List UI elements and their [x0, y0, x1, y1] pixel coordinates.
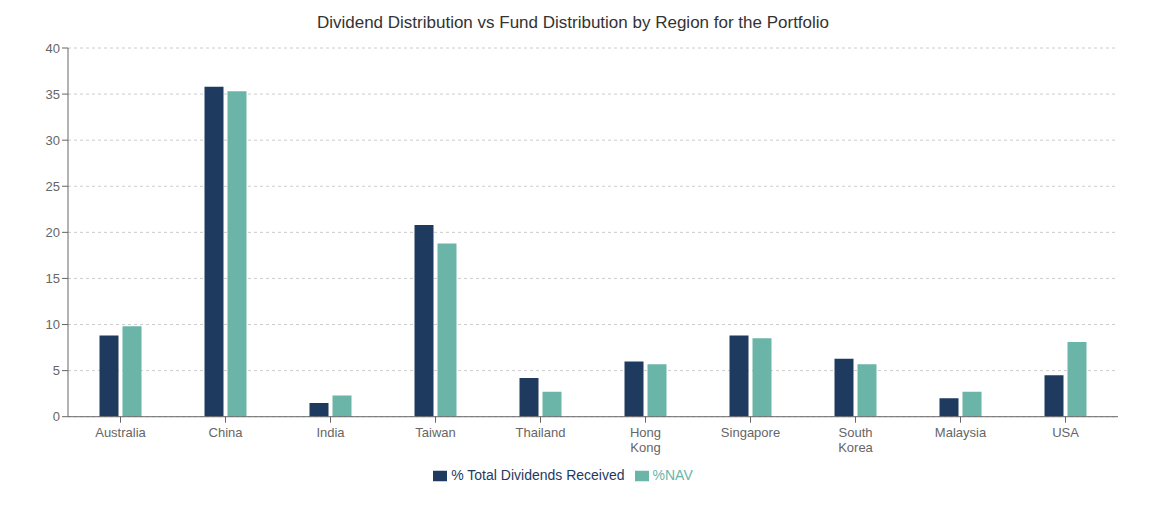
html-text:%NAV: %NAV	[652, 466, 693, 483]
svg-text:USA: USA	[1052, 425, 1079, 440]
svg-text:20: 20	[46, 225, 60, 240]
svg-text:Taiwan: Taiwan	[415, 425, 455, 440]
svg-text:China: China	[209, 425, 244, 440]
svg-text:Thailand: Thailand	[516, 425, 566, 440]
svg-text:15: 15	[46, 271, 60, 286]
svg-text:Singapore: Singapore	[721, 425, 780, 440]
svg-text:0: 0	[53, 409, 60, 424]
svg-text:5: 5	[53, 363, 60, 378]
html-text:% Total Dividends Received: % Total Dividends Received	[451, 466, 625, 483]
svg-text:Malaysia: Malaysia	[935, 425, 987, 440]
svg-text:Australia: Australia	[95, 425, 146, 440]
svg-text:India: India	[316, 425, 345, 440]
svg-text:HongKong: HongKong	[630, 425, 661, 455]
svg-text:10: 10	[46, 317, 60, 332]
svg-text:25: 25	[46, 179, 60, 194]
svg-text:35: 35	[46, 87, 60, 102]
svg-text:30: 30	[46, 133, 60, 148]
html-text:Dividend Distribution vs Fund: Dividend Distribution vs Fund Distributi…	[316, 13, 830, 32]
svg-text:SouthKorea: SouthKorea	[838, 425, 873, 455]
svg-text:40: 40	[46, 41, 60, 56]
